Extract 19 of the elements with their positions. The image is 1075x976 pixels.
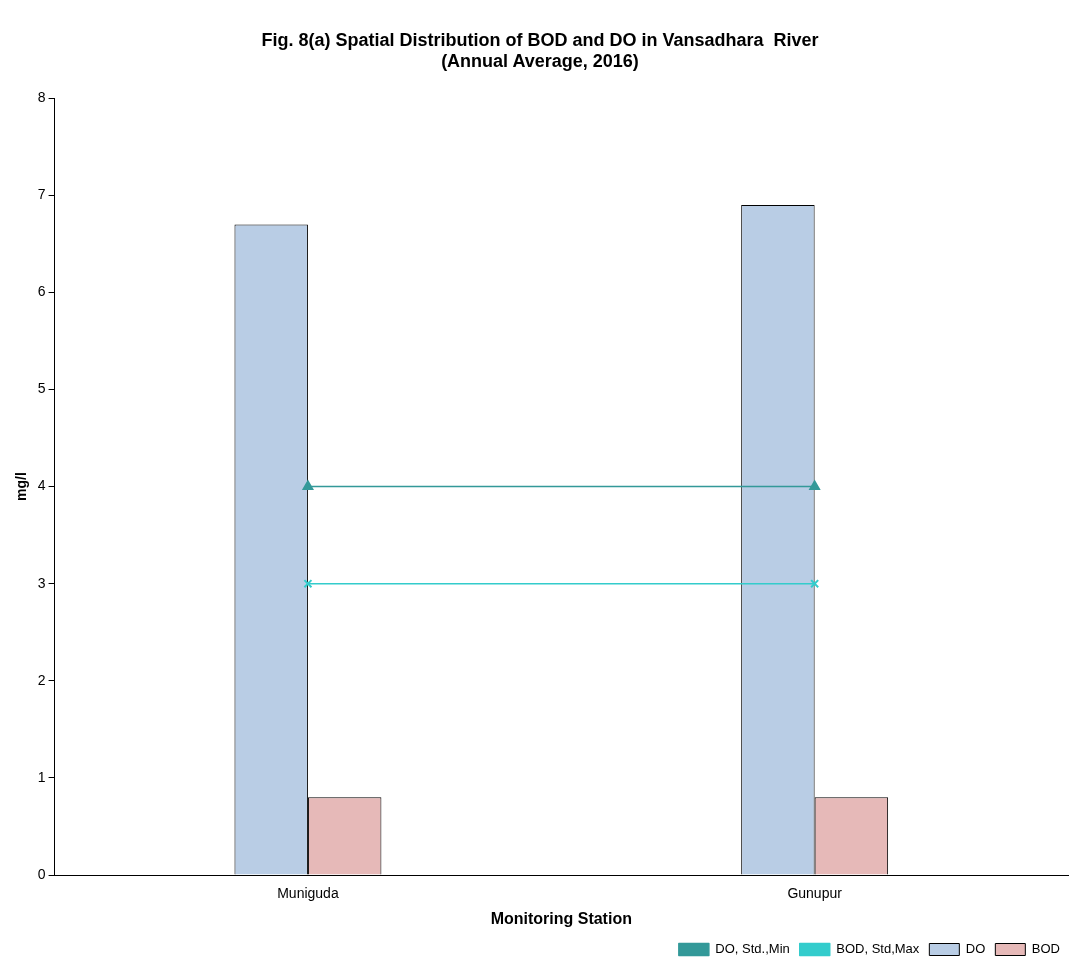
y-tick-label: 3 — [37, 574, 46, 591]
y-tick-label: 8 — [37, 89, 46, 106]
legend-label: BOD, Std,Max — [836, 941, 920, 957]
legend-label: DO — [965, 941, 986, 957]
y-tick-label: 1 — [37, 768, 46, 785]
y-axis-title: mg/l — [13, 472, 30, 501]
legend-label: DO, Std.,Min — [715, 941, 790, 957]
y-tick-label: 7 — [37, 186, 46, 203]
y-tick-label: 4 — [37, 477, 46, 494]
x-tick-label: Muniguda — [277, 885, 339, 902]
y-tick-label: 2 — [37, 671, 46, 688]
y-tick-label: 5 — [37, 380, 46, 397]
legend-label: BOD — [1031, 941, 1060, 957]
chart-title: Fig. 8(a) Spatial Distribution of BOD and DO in Vansadhara River — [261, 29, 819, 50]
chart-subtitle: (Annual Average, 2016) — [441, 51, 639, 72]
y-tick-label: 6 — [37, 283, 46, 300]
x-axis-title: Monitoring Station — [490, 909, 632, 927]
x-tick-label: Gunupur — [787, 885, 843, 902]
y-tick-label: 0 — [37, 865, 46, 882]
